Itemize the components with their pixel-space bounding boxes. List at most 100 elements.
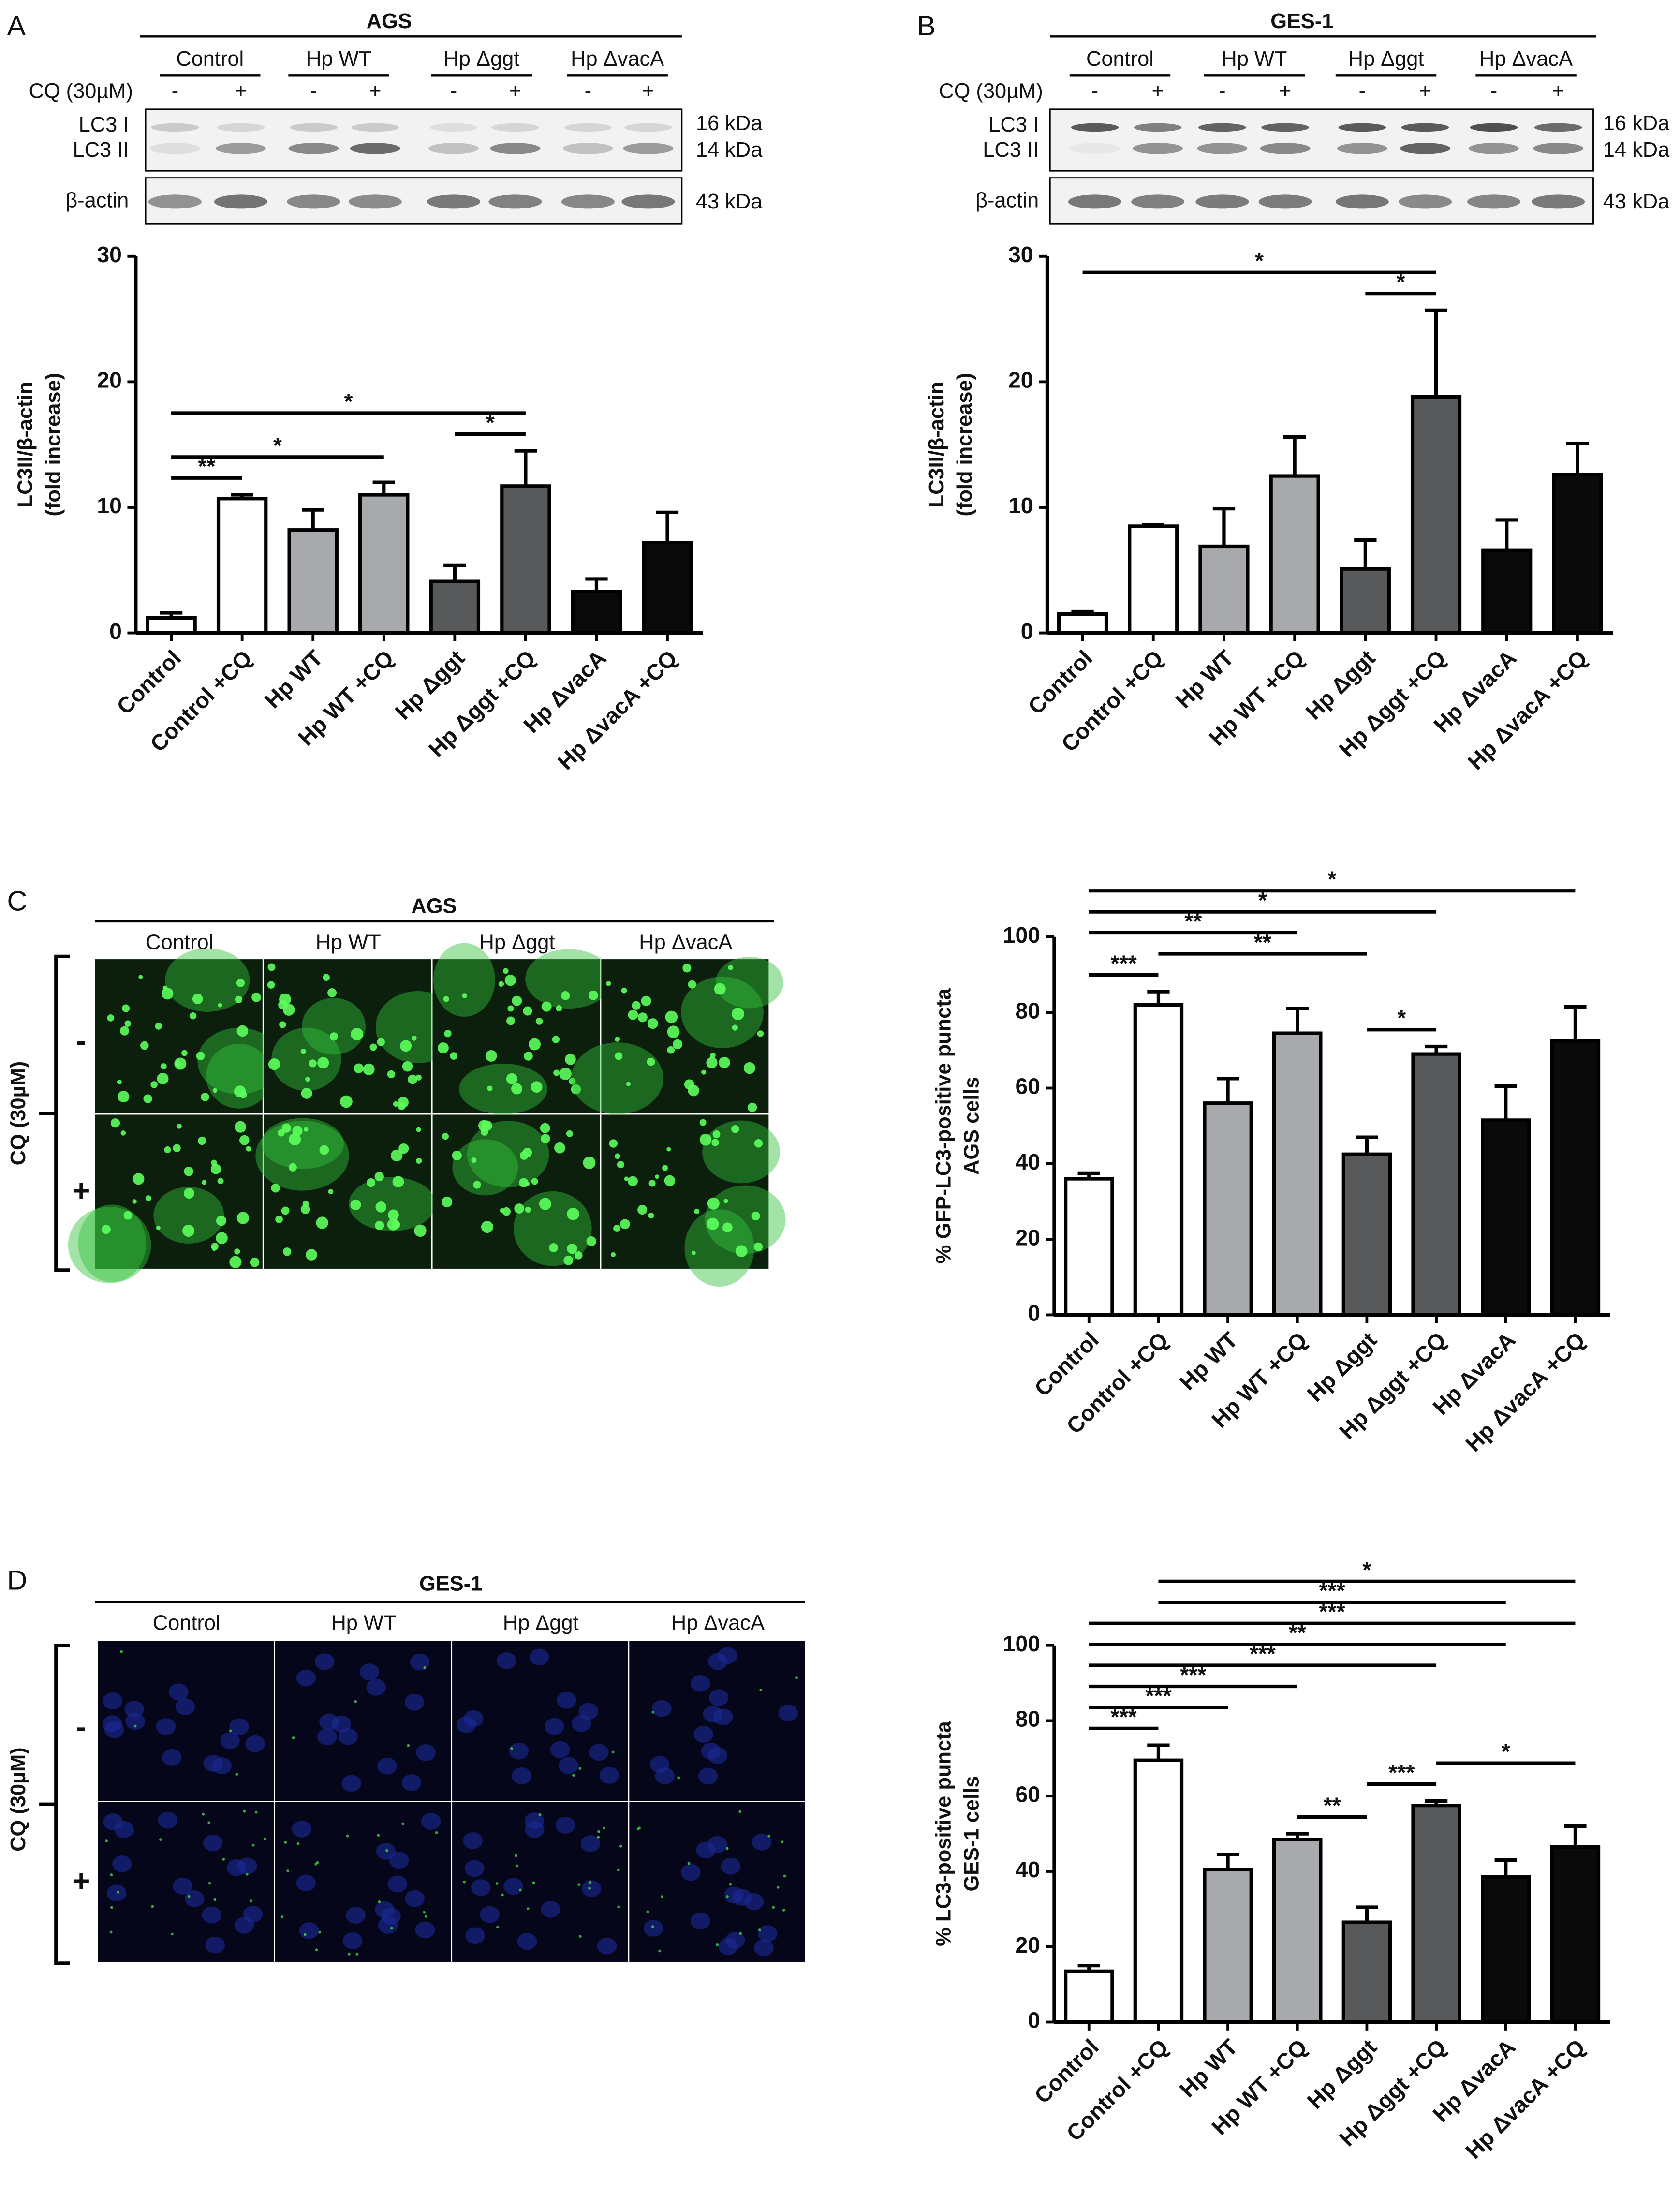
- cell: [701, 1742, 721, 1760]
- significance-label: *: [1255, 248, 1264, 273]
- puncta: [390, 1149, 403, 1162]
- significance-label: *: [1258, 888, 1267, 913]
- cell: [346, 1907, 366, 1924]
- puncta: [119, 1026, 129, 1036]
- size-label: 14 kDa: [696, 138, 763, 162]
- cell: [503, 1878, 523, 1895]
- significance-label: ***: [1388, 1760, 1415, 1785]
- puncta: [572, 1774, 575, 1777]
- band: [1068, 194, 1121, 209]
- puncta: [532, 1881, 535, 1884]
- cell: [778, 1704, 798, 1721]
- puncta: [216, 1216, 227, 1226]
- y-axis-label: LC3II/β-actin: [925, 382, 948, 507]
- puncta: [515, 1854, 517, 1857]
- bar: [1410, 395, 1462, 635]
- puncta: [138, 975, 143, 979]
- cell: [173, 1878, 192, 1895]
- puncta: [374, 1172, 384, 1182]
- puncta: [665, 1010, 678, 1023]
- puncta: [549, 1243, 558, 1252]
- error-bar: [656, 510, 679, 543]
- puncta: [753, 1242, 763, 1252]
- band: [1532, 194, 1585, 209]
- puncta: [443, 996, 449, 1002]
- band-label: β-actin: [65, 189, 129, 212]
- puncta: [589, 1881, 592, 1884]
- group-label: Hp WT: [1222, 47, 1287, 71]
- group-label: Hp ΔvacA: [639, 931, 732, 954]
- puncta: [303, 1127, 309, 1132]
- puncta: [416, 1157, 422, 1164]
- cq-sign: +: [1151, 80, 1164, 103]
- puncta: [120, 1650, 123, 1653]
- puncta: [739, 1932, 742, 1935]
- cell: [541, 1900, 560, 1918]
- puncta: [369, 1043, 377, 1051]
- bar: [1550, 1039, 1601, 1317]
- cell: [571, 1715, 591, 1732]
- puncta: [579, 1935, 582, 1938]
- cell: [175, 1698, 195, 1715]
- x-tick-label: Hp WT: [1171, 645, 1238, 713]
- bar: [1128, 524, 1179, 635]
- puncta: [124, 1020, 132, 1027]
- puncta: [781, 1840, 784, 1844]
- puncta: [350, 1199, 361, 1211]
- puncta: [289, 1133, 301, 1146]
- puncta: [511, 1083, 522, 1095]
- puncta: [577, 1883, 581, 1886]
- band: [1467, 194, 1520, 209]
- error-bar: [1495, 518, 1518, 550]
- cq-sign: +: [235, 80, 247, 103]
- error-bar: [1494, 1084, 1517, 1120]
- cell: [433, 943, 495, 1017]
- puncta: [462, 993, 468, 998]
- cell: [525, 949, 613, 1009]
- puncta: [150, 1081, 158, 1088]
- cq-sign: -: [1490, 80, 1497, 103]
- error-bar: [1564, 1005, 1587, 1041]
- cell: [319, 1713, 339, 1731]
- significance-label: *: [273, 433, 282, 458]
- group-label: Hp Δggt: [503, 1612, 579, 1635]
- bar: [1341, 1920, 1392, 2024]
- group-label: Hp Δggt: [479, 931, 555, 954]
- panel-label: B: [917, 11, 936, 42]
- cq-sign: +: [1419, 80, 1431, 103]
- puncta: [133, 1173, 145, 1185]
- puncta: [105, 1839, 108, 1842]
- band: [1198, 123, 1246, 132]
- cell: [464, 1860, 485, 1877]
- puncta: [471, 1157, 477, 1163]
- puncta: [535, 1018, 543, 1025]
- bar: [1203, 1868, 1253, 2024]
- puncta: [539, 1198, 552, 1210]
- band: [621, 194, 675, 209]
- puncta: [732, 1024, 738, 1031]
- puncta: [387, 1070, 396, 1079]
- x-tick-label: Hp WT: [1175, 1327, 1242, 1395]
- cell: [463, 1832, 483, 1849]
- cell: [581, 1880, 602, 1897]
- y-tick-label: 100: [1003, 1631, 1040, 1656]
- puncta: [354, 1063, 364, 1073]
- puncta: [501, 1893, 504, 1897]
- cell: [715, 956, 783, 1009]
- puncta: [423, 1911, 426, 1914]
- puncta: [559, 1068, 572, 1080]
- bar: [1272, 1838, 1323, 2024]
- puncta: [726, 1895, 729, 1898]
- puncta: [271, 1184, 280, 1193]
- cell: [245, 1735, 265, 1752]
- puncta: [619, 1844, 622, 1848]
- puncta: [632, 1001, 641, 1010]
- bar: [1272, 1031, 1323, 1317]
- significance-label: *: [1328, 867, 1337, 892]
- puncta: [667, 1046, 675, 1054]
- puncta: [133, 1724, 137, 1728]
- puncta: [512, 995, 522, 1006]
- puncta: [210, 1164, 221, 1174]
- puncta: [398, 1143, 409, 1154]
